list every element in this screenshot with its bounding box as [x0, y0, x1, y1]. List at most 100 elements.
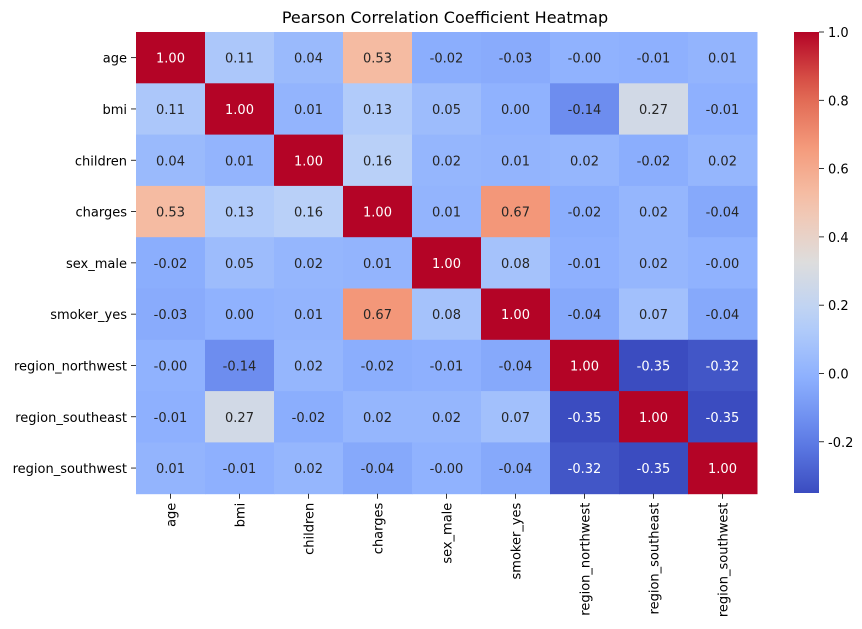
heatmap-cell: [205, 185, 275, 238]
colorbar-tick-label: -0.2: [828, 436, 853, 451]
colorbar-tick-label: 0.2: [828, 299, 849, 314]
cell-value-label: -0.01: [637, 52, 671, 67]
cell-value-label: 0.67: [363, 308, 392, 323]
colorbar-ticks: -0.2 0.0 0.2 0.4 0.6 0.8 1.0: [819, 26, 853, 451]
cell-value-label: 0.02: [294, 359, 323, 374]
cell-value-label: 0.11: [225, 52, 254, 67]
row-tick-label: region_southeast: [15, 411, 127, 426]
heatmap-cell: [274, 391, 344, 443]
heatmap-cell: [136, 32, 206, 84]
cell-value-label: 0.07: [639, 308, 668, 323]
heatmap-cell: [550, 83, 620, 136]
cell-value-label: -0.02: [430, 52, 464, 67]
heatmap-cell: [136, 134, 206, 187]
cell-value-label: 0.27: [639, 103, 668, 118]
column-tick-label: region_southwest: [717, 503, 732, 617]
cell-value-label: 0.02: [294, 257, 323, 272]
colorbar-tick-label: 0.8: [828, 94, 849, 109]
cell-value-label: -0.04: [706, 206, 740, 221]
heatmap-cell: [412, 134, 482, 187]
cell-value-label: 0.01: [501, 154, 530, 169]
heatmap-cell: [688, 32, 758, 84]
cell-value-label: -0.04: [499, 462, 533, 477]
cell-value-label: 0.05: [432, 103, 461, 118]
cell-value-label: 0.13: [225, 206, 254, 221]
heatmap-cell: [412, 288, 482, 341]
cell-value-label: 1.00: [225, 103, 254, 118]
cell-value-label: -0.00: [430, 462, 464, 477]
cell-value-label: 0.13: [363, 103, 392, 118]
heatmap-cell: [274, 185, 344, 238]
cell-value-label: -0.02: [637, 154, 671, 169]
colorbar-tick-label: 1.0: [828, 26, 849, 41]
cell-value-label: 1.00: [363, 206, 392, 221]
heatmap-cell: [481, 391, 551, 443]
heatmap-cell: [619, 442, 689, 495]
cell-value-label: 0.08: [432, 308, 461, 323]
cell-value-label: 0.01: [708, 52, 737, 67]
cell-value-label: 0.02: [432, 154, 461, 169]
heatmap-cell: [412, 32, 482, 84]
cell-value-label: 0.02: [639, 257, 668, 272]
heatmap-cell: [619, 83, 689, 136]
cell-value-label: -0.35: [637, 462, 671, 477]
colorbar-tick-label: 0.0: [828, 367, 849, 382]
colorbar-tick-label: 0.4: [828, 231, 849, 246]
cell-value-label: 0.02: [708, 154, 737, 169]
colorbar: [794, 32, 819, 493]
cell-value-label: -0.01: [706, 103, 740, 118]
cell-value-label: 0.16: [363, 154, 392, 169]
cell-value-label: -0.14: [223, 359, 257, 374]
heatmap-cell: [412, 442, 482, 495]
cell-value-label: 0.08: [501, 257, 530, 272]
heatmap-cell: [481, 288, 551, 341]
heatmap-cell: [481, 237, 551, 289]
cell-value-label: 0.16: [294, 206, 323, 221]
heatmap-cell: [412, 339, 482, 392]
cell-value-label: -0.01: [154, 411, 188, 426]
heatmap-cell: [412, 391, 482, 443]
heatmap-cell: [205, 339, 275, 392]
row-tick-label: charges: [76, 206, 128, 221]
heatmap-cell: [274, 83, 344, 136]
heatmap-cell: [550, 134, 620, 187]
heatmap-cell: [688, 442, 758, 495]
cell-value-label: 1.00: [294, 154, 323, 169]
heatmap-cell: [274, 32, 344, 84]
cell-value-label: -0.03: [154, 308, 188, 323]
cell-value-label: 1.00: [570, 359, 599, 374]
cell-value-label: 0.01: [294, 103, 323, 118]
heatmap-cell: [274, 442, 344, 495]
cell-value-label: -0.14: [568, 103, 602, 118]
cell-value-label: -0.02: [361, 359, 395, 374]
column-tick-labels: age bmi children charges sex_male smoker_yes r…: [165, 493, 732, 617]
heatmap-cell: [343, 32, 413, 84]
cell-value-label: 0.02: [639, 206, 668, 221]
cell-value-label: 0.11: [156, 103, 185, 118]
column-tick-label: region_northwest: [579, 503, 594, 616]
cell-value-label: 0.01: [432, 206, 461, 221]
heatmap-cell: [688, 391, 758, 443]
heatmap-cell: [688, 134, 758, 187]
cell-value-label: 0.27: [225, 411, 254, 426]
cell-value-label: 0.05: [225, 257, 254, 272]
heatmap-cell: [343, 83, 413, 136]
row-tick-label: children: [75, 154, 127, 169]
row-tick-label: region_southwest: [13, 462, 127, 477]
heatmap-cell: [343, 288, 413, 341]
cell-value-label: 0.07: [501, 411, 530, 426]
cell-value-label: -0.02: [292, 411, 326, 426]
cell-value-label: 0.00: [501, 103, 530, 118]
cell-value-label: 1.00: [501, 308, 530, 323]
heatmap-cell: [550, 339, 620, 392]
heatmap-cell: [205, 134, 275, 187]
cell-value-label: 0.01: [225, 154, 254, 169]
heatmap-cell: [688, 83, 758, 136]
heatmap-cells: 1.00 0.11 0.04 0.53 -0.02 -0.03 -0.00 -0.01 0.01…: [136, 32, 758, 495]
row-tick-labels: age bmi children charges sex_male smoker_yesr…: [13, 52, 136, 477]
heatmap-cell: [481, 134, 551, 187]
heatmap-cell: [136, 339, 206, 392]
row-tick-label: smoker_yes: [50, 308, 127, 323]
cell-value-label: 0.02: [432, 411, 461, 426]
